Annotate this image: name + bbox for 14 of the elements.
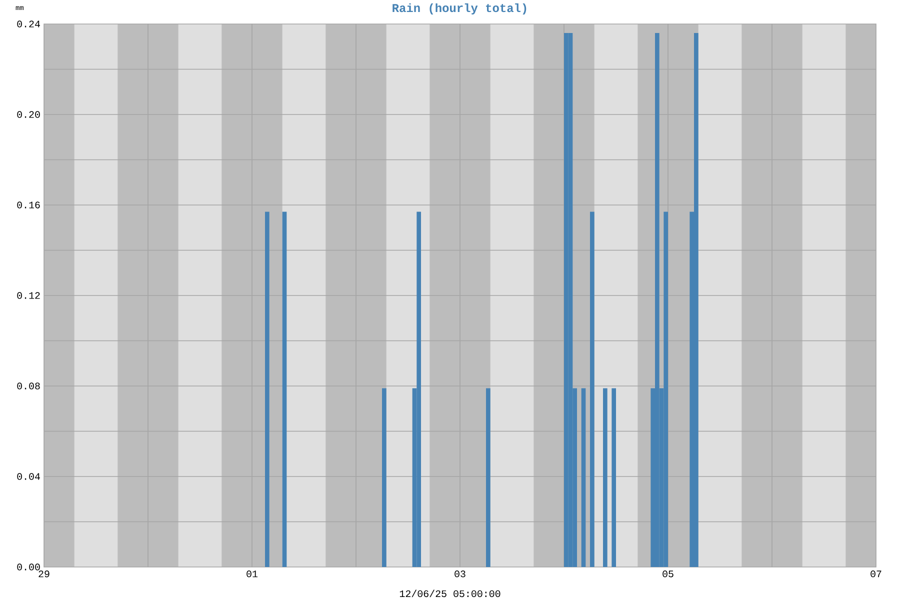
y-tick-label: 0.16 bbox=[17, 202, 40, 208]
y-tick-label: 0.00 bbox=[17, 564, 40, 570]
x-tick-label: 29 bbox=[38, 570, 50, 578]
x-axis-title: 12/06/25 05:00:00 bbox=[400, 590, 500, 598]
x-tick-label: 03 bbox=[454, 570, 466, 578]
y-tick-label: 0.08 bbox=[17, 382, 40, 390]
x-tick-label: 01 bbox=[246, 570, 258, 578]
y-tick-label: 0.12 bbox=[17, 292, 40, 299]
y-tick-label: 0.04 bbox=[17, 473, 40, 480]
x-tick-label: 05 bbox=[662, 570, 674, 578]
x-tick-label: 07 bbox=[870, 570, 882, 578]
y-tick-label: 0.24 bbox=[17, 20, 40, 28]
chart-title: Rain (hourly total) bbox=[392, 3, 526, 14]
y-tick-label: 0.20 bbox=[17, 111, 40, 118]
